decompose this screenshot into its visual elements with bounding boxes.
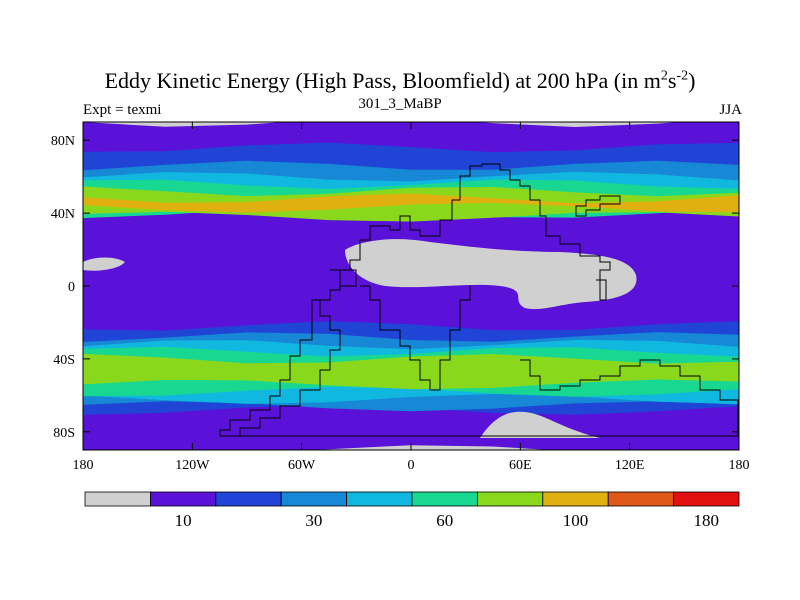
colorbar-label-1: 30 [305,511,322,530]
colorbar-swatch-5 [411,491,478,507]
y-tick-label-3: 40S [53,353,75,368]
x-tick-label-6: 180 [729,458,750,473]
colorbar-swatch-7 [542,491,609,507]
chart-subtitle: 301_3_MaBP [358,96,442,112]
gray-region-north [345,239,637,310]
x-tick-label-1: 120W [175,458,210,473]
colorbar-swatch-2 [215,491,282,507]
x-tick-label-4: 60E [509,458,532,473]
colorbar-label-0: 10 [175,511,192,530]
eke-band-11 [83,353,739,390]
gray-region-west [83,257,125,271]
colorbar-swatch-9 [673,491,740,507]
colorbar: 10 30 60 100 180 [84,491,740,530]
experiment-label: Expt = texmi [83,102,162,118]
chart-title: Eddy Kinetic Energy (High Pass, Bloomfie… [104,68,696,93]
coastline-outlines [219,163,739,437]
coast-arabia [330,269,357,287]
y-tick-label-0: 80N [51,134,75,149]
y-tick-label-2: 0 [68,280,75,295]
colorbar-swatch-8 [607,491,675,507]
coast-east-asia [575,195,621,217]
coast-australia [520,359,739,436]
colorbar-swatch-6 [476,491,544,507]
x-tick-label-5: 120E [615,458,645,473]
eke-band-6 [83,193,739,213]
colorbar-label-3: 100 [563,511,589,530]
colorbar-label-2: 60 [436,511,453,530]
y-tick-label-4: 80S [53,426,75,441]
season-label: JJA [719,102,742,118]
colorbar-swatch-0 [84,491,151,507]
x-tick-label-3: 0 [408,458,415,473]
coast-africa-south [360,285,471,391]
colorbar-label-4: 180 [694,511,720,530]
axes: 180 120W 60W 0 60E 120E 180 80N 40N 0 40S 80S [51,122,750,473]
x-tick-label-2: 60W [288,458,316,473]
x-tick-label-0: 180 [73,458,94,473]
y-tick-label-1: 40N [51,207,75,222]
colorbar-swatch-4 [346,491,413,507]
colorbar-swatch-1 [149,491,217,507]
coast-africa-eurasia [320,163,611,301]
land-masses [83,239,637,438]
gray-region-south [480,411,600,438]
colorbar-swatch-3 [280,491,348,507]
